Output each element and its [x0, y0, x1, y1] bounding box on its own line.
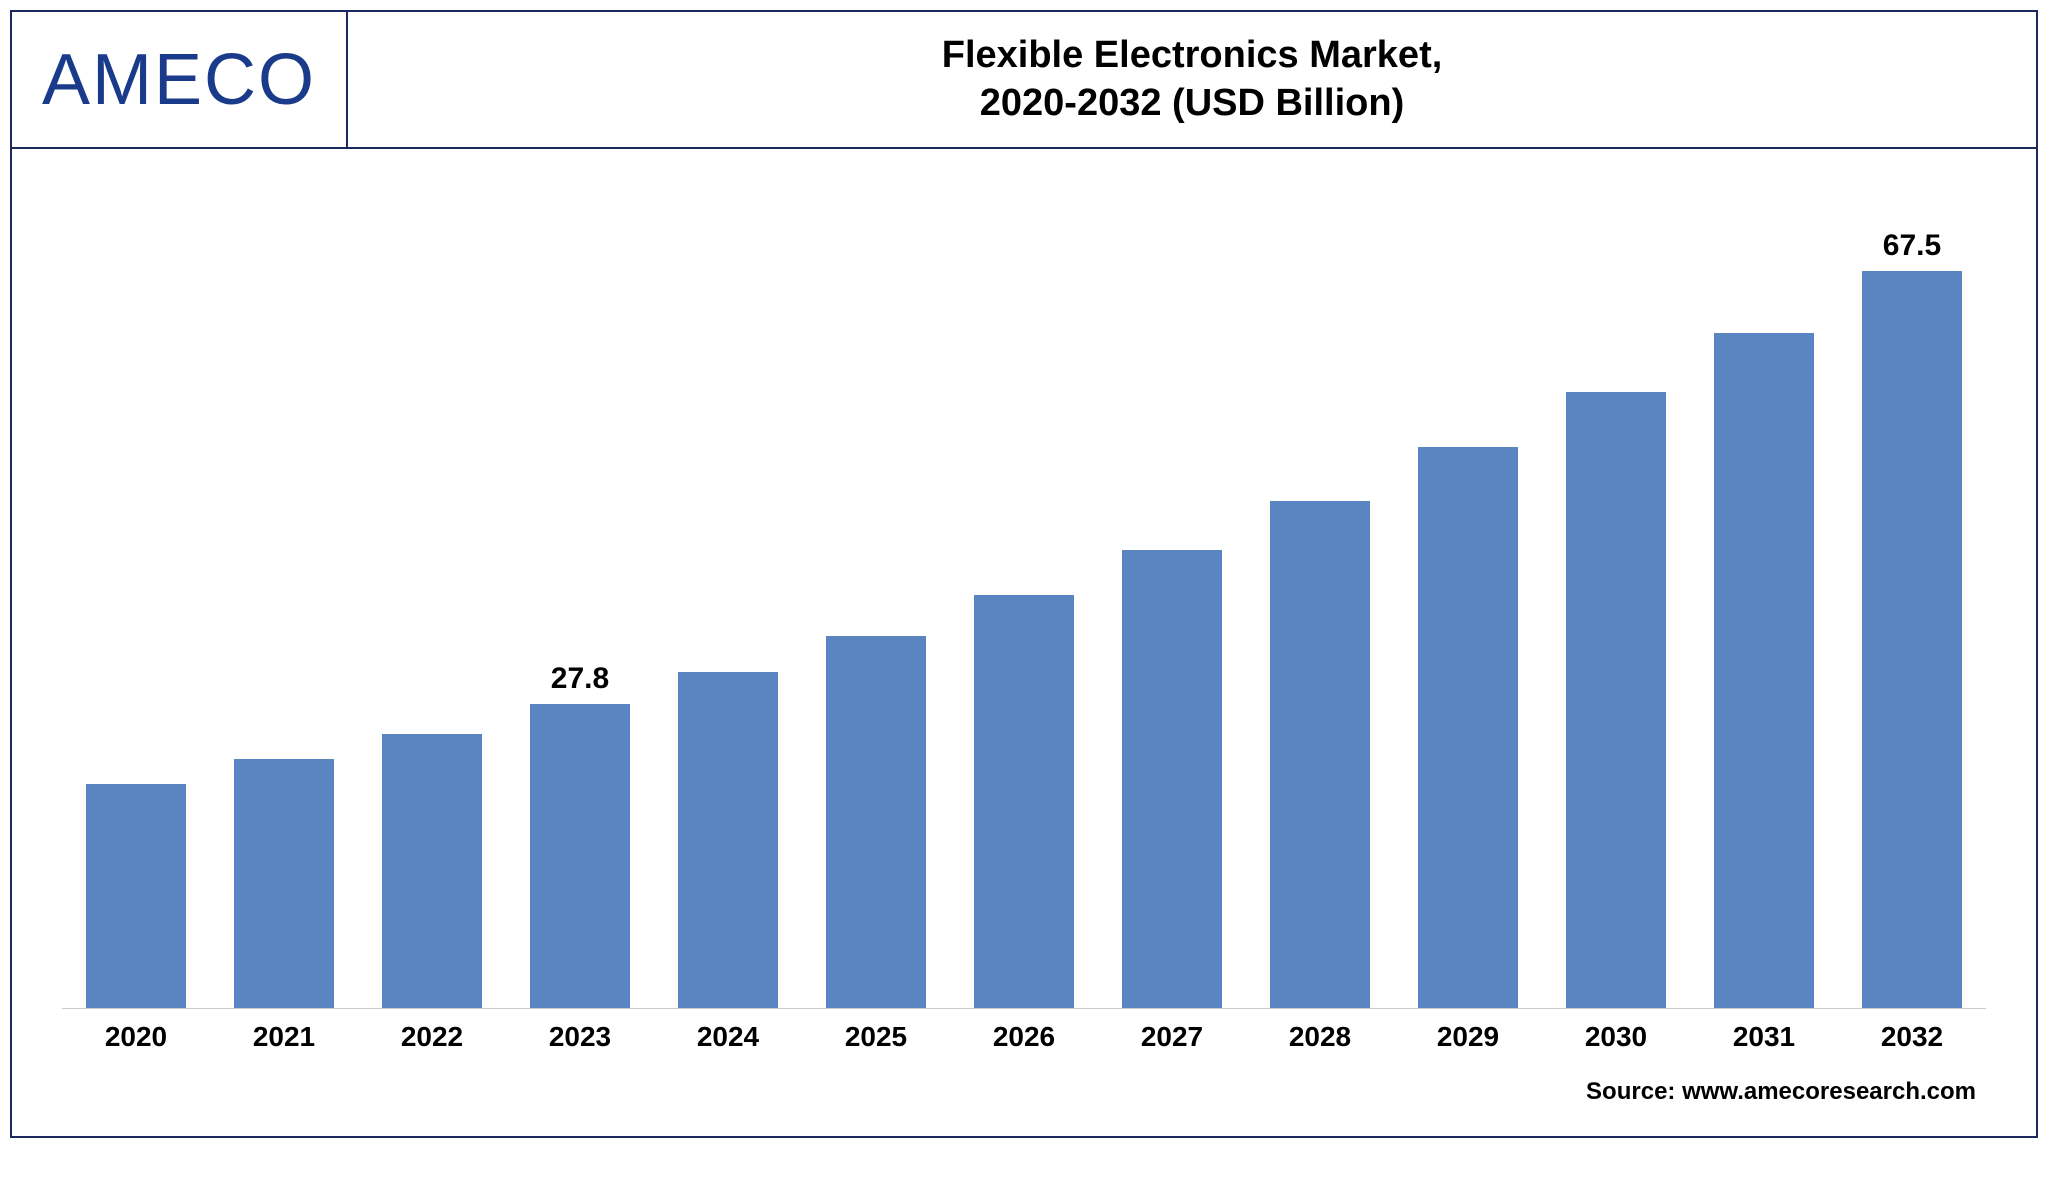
logo-cell: AMECO: [12, 12, 348, 147]
bar-slot: [1246, 189, 1394, 1008]
chart-area: 27.867.5 2020202120222023202420252026202…: [12, 149, 2036, 1136]
x-axis-label: 2021: [210, 1021, 358, 1053]
bar: [1862, 271, 1963, 1008]
x-axis-label: 2022: [358, 1021, 506, 1053]
bar: [678, 672, 779, 1008]
company-logo: AMECO: [42, 39, 316, 121]
x-axis-label: 2025: [802, 1021, 950, 1053]
bar-slot: [62, 189, 210, 1008]
bar: [1418, 447, 1519, 1008]
bar: [974, 595, 1075, 1008]
bar-slot: [210, 189, 358, 1008]
x-axis-label: 2029: [1394, 1021, 1542, 1053]
bar-slot: [1394, 189, 1542, 1008]
x-axis-label: 2020: [62, 1021, 210, 1053]
bar-slot: [358, 189, 506, 1008]
bars-container: 27.8 67.5: [62, 189, 1986, 1009]
chart-title: Flexible Electronics Market, 2020-2032 (…: [368, 32, 2016, 127]
bar-value-label: 67.5: [1883, 229, 1941, 263]
bar: [530, 704, 631, 1008]
source-prefix: Source:: [1586, 1078, 1682, 1105]
bar-slot: 27.8: [506, 189, 654, 1008]
bar-slot: [1542, 189, 1690, 1008]
title-cell: Flexible Electronics Market, 2020-2032 (…: [348, 12, 2036, 147]
bar-slot: [802, 189, 950, 1008]
x-axis-label: 2028: [1246, 1021, 1394, 1053]
bar: [1566, 392, 1667, 1008]
title-line-1: Flexible Electronics Market,: [942, 34, 1443, 76]
header-row: AMECO Flexible Electronics Market, 2020-…: [12, 12, 2036, 149]
source-text: www.amecoresearch.com: [1682, 1078, 1976, 1105]
bar: [86, 784, 187, 1008]
bar-slot: [950, 189, 1098, 1008]
source-line: Source: www.amecoresearch.com: [62, 1078, 1986, 1106]
x-axis-label: 2023: [506, 1021, 654, 1053]
bar-value-label: 27.8: [551, 662, 609, 696]
x-axis-label: 2024: [654, 1021, 802, 1053]
bar-slot: [1690, 189, 1838, 1008]
title-line-2: 2020-2032 (USD Billion): [980, 82, 1404, 124]
bar: [1270, 501, 1371, 1008]
x-axis-label: 2027: [1098, 1021, 1246, 1053]
x-axis-label: 2030: [1542, 1021, 1690, 1053]
bar: [1714, 333, 1815, 1008]
bar: [1122, 550, 1223, 1008]
bar-slot: 67.5: [1838, 189, 1986, 1008]
bar: [382, 734, 483, 1008]
bar: [234, 759, 335, 1008]
bar: [826, 636, 927, 1008]
x-axis-label: 2031: [1690, 1021, 1838, 1053]
chart-frame: AMECO Flexible Electronics Market, 2020-…: [10, 10, 2038, 1138]
x-axis-label: 2026: [950, 1021, 1098, 1053]
bar-slot: [1098, 189, 1246, 1008]
x-axis-label: 2032: [1838, 1021, 1986, 1053]
x-axis-labels: 2020202120222023202420252026202720282029…: [62, 1021, 1986, 1053]
bar-slot: [654, 189, 802, 1008]
